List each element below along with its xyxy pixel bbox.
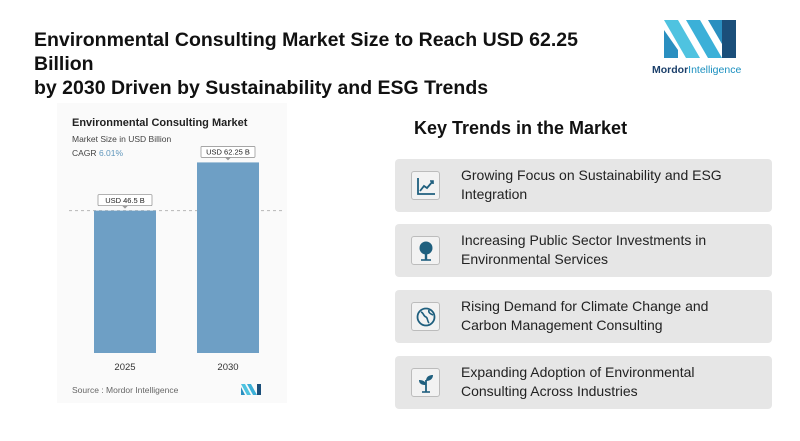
chart-source: Source : Mordor Intelligence [72,385,179,395]
brand-name: MordorIntelligence [652,64,742,76]
trend-label: Increasing Public Sector Investments in … [461,232,707,267]
globe-icon [411,302,440,331]
cagr-value: 6.01% [98,148,124,158]
trends-title: Key Trends in the Market [414,118,628,138]
source-logo-icon [241,384,261,395]
trend-label: Rising Demand for Climate Change and Car… [461,298,709,333]
chart-subtitle: Market Size in USD Billion [72,134,172,144]
brand-mark-icon [664,20,736,58]
data-label-pointer [225,157,231,161]
trend-label: Growing Focus on Sustainability and ESG … [461,167,722,202]
bar-chart: USD 46.5 B 2025 USD 62.25 B 2030 [69,146,283,373]
sprout-icon [411,368,440,397]
tick-label-2025: 2025 [114,362,135,373]
tree-icon [411,236,440,265]
chart-title: Environmental Consulting Market [72,117,248,129]
brand-logo: MordorIntelligence [652,20,752,78]
headline-line-2: by 2030 Driven by Sustainability and ESG… [34,77,489,99]
chart-line-icon [411,171,440,200]
trend-card-adoption: Expanding Adoption of Environmental Cons… [395,356,772,409]
bar-2025 [94,210,156,353]
trend-card-climate: Rising Demand for Climate Change and Car… [395,290,772,343]
data-label-pointer [122,205,128,209]
trend-card-sustainability: Growing Focus on Sustainability and ESG … [395,159,772,212]
bar-2030 [197,162,259,353]
chart-cagr: CAGR 6.01% [72,148,124,158]
tick-label-2030: 2030 [217,362,238,373]
trend-card-public-sector: Increasing Public Sector Investments in … [395,224,772,277]
trend-label: Expanding Adoption of Environmental Cons… [461,364,695,399]
data-label: USD 62.25 B [206,148,250,157]
data-label: USD 46.5 B [105,196,145,205]
headline-line-1: Environmental Consulting Market Size to … [34,29,578,75]
headline: Environmental Consulting Market Size to … [34,28,634,100]
chart-card: USD 46.5 B 2025 USD 62.25 B 2030 Environmen… [57,103,287,403]
